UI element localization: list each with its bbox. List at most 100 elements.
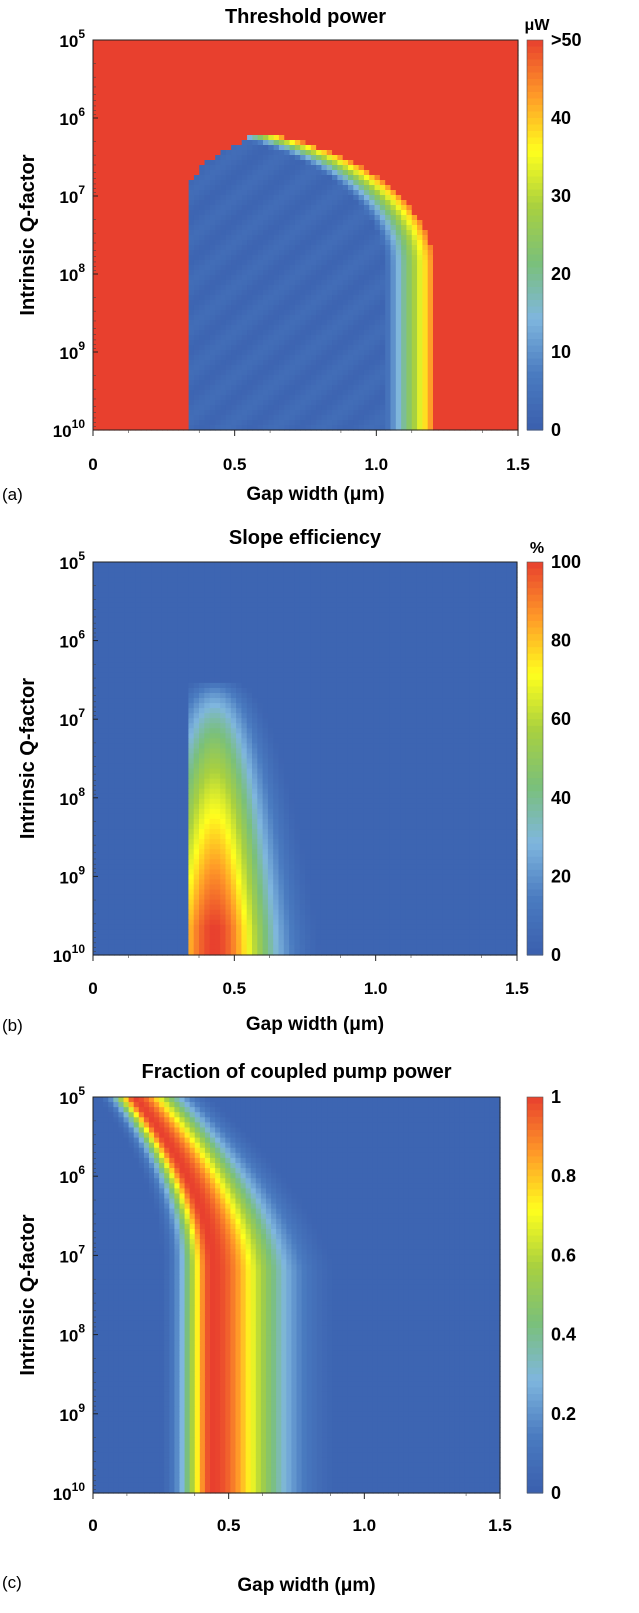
heatmap-cell (183, 340, 190, 346)
heatmap-cell (220, 165, 227, 171)
heatmap-cell (422, 45, 429, 51)
heatmap-cell (135, 120, 142, 126)
heatmap-cell (385, 325, 392, 331)
heatmap-cell (496, 105, 503, 111)
heatmap-cell (252, 75, 259, 81)
heatmap-cell (342, 185, 349, 191)
heatmap-cell (491, 335, 498, 341)
heatmap-cell (486, 215, 493, 221)
heatmap-cell (512, 90, 519, 96)
heatmap-cell (108, 305, 115, 311)
heatmap-cell (379, 155, 386, 161)
heatmap-cell (348, 145, 354, 151)
heatmap-cell (103, 45, 110, 51)
heatmap-cell (183, 270, 190, 276)
heatmap-cell (273, 285, 280, 291)
heatmap-cell (342, 270, 349, 276)
heatmap-cell (119, 70, 126, 76)
heatmap-cell (98, 195, 105, 201)
heatmap-cell (284, 220, 291, 226)
heatmap-cell (215, 275, 222, 281)
heatmap-cell (103, 180, 110, 186)
heatmap-cell (178, 140, 184, 146)
heatmap-cell (470, 240, 477, 246)
heatmap-cell (316, 50, 323, 56)
heatmap-cell (204, 250, 211, 256)
heatmap-cell (199, 95, 206, 101)
heatmap-cell (406, 70, 413, 76)
heatmap-cell (119, 60, 126, 66)
heatmap-cell (454, 265, 461, 271)
heatmap-cell (236, 55, 243, 61)
heatmap-cell (103, 330, 110, 336)
heatmap-cell (480, 230, 487, 236)
heatmap-cell (480, 60, 487, 66)
heatmap-cell (273, 160, 280, 166)
heatmap-cell (220, 200, 227, 206)
heatmap-cell (108, 160, 115, 166)
heatmap-cell (247, 305, 253, 311)
heatmap-cell (502, 285, 508, 291)
heatmap-cell (395, 145, 402, 151)
heatmap-cell (124, 350, 131, 356)
heatmap-cell (156, 295, 163, 301)
heatmap-cell (263, 40, 269, 46)
heatmap-cell (502, 215, 508, 221)
heatmap-cell (427, 125, 434, 131)
heatmap-cell (114, 290, 121, 296)
heatmap-cell (263, 150, 269, 156)
heatmap-cell (332, 65, 338, 71)
heatmap-cell (342, 285, 349, 291)
heatmap-cell (151, 100, 158, 106)
heatmap-cell (395, 155, 402, 161)
heatmap-cell (247, 180, 253, 186)
heatmap-cell (236, 65, 243, 71)
heatmap-cell (433, 210, 439, 216)
heatmap-cell (124, 155, 131, 161)
heatmap-cell (363, 100, 370, 106)
heatmap-cell (225, 110, 232, 116)
heatmap-cell (507, 305, 514, 311)
heatmap-cell (247, 155, 253, 161)
heatmap-cell (98, 125, 105, 131)
heatmap-cell (124, 310, 131, 316)
heatmap-cell (358, 90, 365, 96)
heatmap-cell (475, 115, 482, 121)
heatmap-cell (411, 140, 418, 146)
heatmap-cell (278, 285, 285, 291)
heatmap-cell (193, 250, 200, 256)
heatmap-cell (486, 200, 493, 206)
heatmap-cell (475, 85, 482, 91)
heatmap-cell (209, 125, 216, 131)
heatmap-cell (284, 310, 291, 316)
heatmap-cell (167, 255, 174, 261)
heatmap-cell (278, 335, 285, 341)
heatmap-cell (417, 175, 423, 181)
heatmap-cell (193, 315, 200, 321)
heatmap-cell (316, 90, 323, 96)
heatmap-cell (395, 305, 402, 311)
heatmap-cell (480, 335, 487, 341)
heatmap-cell (507, 315, 514, 321)
heatmap-cell (273, 170, 280, 176)
heatmap-cell (188, 130, 195, 136)
heatmap-cell (512, 160, 519, 166)
heatmap-cell (199, 235, 206, 241)
heatmap-cell (491, 290, 498, 296)
heatmap-cell (209, 285, 216, 291)
heatmap-cell (363, 215, 370, 221)
heatmap-cell (188, 275, 195, 281)
heatmap-cell (98, 155, 105, 161)
heatmap-cell (379, 195, 386, 201)
heatmap-cell (385, 145, 392, 151)
heatmap-cell (103, 95, 110, 101)
heatmap-cell (305, 280, 312, 286)
heatmap-cell (199, 275, 206, 281)
heatmap-cell (300, 220, 307, 226)
heatmap-cell (236, 195, 243, 201)
heatmap-cell (406, 90, 413, 96)
heatmap-cell (332, 225, 338, 231)
heatmap-cell (172, 105, 179, 111)
heatmap-cell (475, 120, 482, 126)
heatmap-cell (119, 260, 126, 266)
